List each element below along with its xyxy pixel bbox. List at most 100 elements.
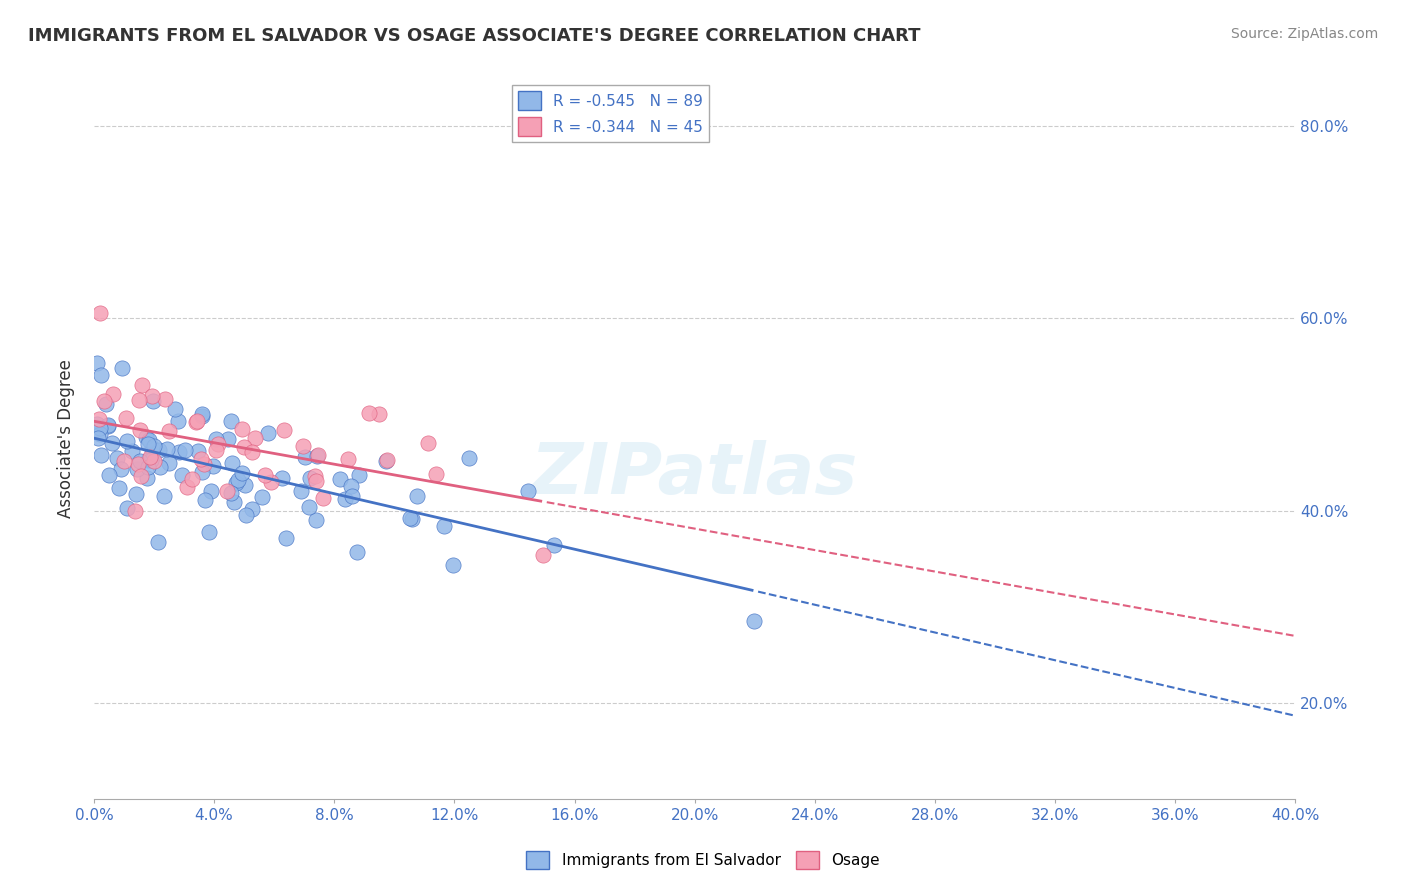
Point xyxy=(141,441,163,455)
Point xyxy=(516,484,538,499)
Point xyxy=(90,368,112,382)
Point xyxy=(139,450,162,464)
Point xyxy=(156,442,179,457)
Point xyxy=(191,465,214,479)
Legend: R = -0.545   N = 89, R = -0.344   N = 45: R = -0.545 N = 89, R = -0.344 N = 45 xyxy=(512,85,709,142)
Text: ZIPatlas: ZIPatlas xyxy=(531,440,859,509)
Point xyxy=(299,471,322,485)
Point xyxy=(273,423,295,437)
Point xyxy=(240,445,263,459)
Point xyxy=(304,513,326,527)
Point xyxy=(138,433,160,447)
Point xyxy=(101,387,124,401)
Point xyxy=(290,484,312,499)
Point xyxy=(191,407,214,421)
Point xyxy=(89,421,111,435)
Point xyxy=(329,472,352,486)
Point xyxy=(181,472,204,486)
Point xyxy=(425,467,447,481)
Point xyxy=(136,437,159,451)
Point xyxy=(193,457,215,471)
Point xyxy=(231,467,253,481)
Point xyxy=(187,444,209,458)
Point xyxy=(205,432,228,446)
Point xyxy=(115,500,138,515)
Point xyxy=(186,414,208,428)
Point xyxy=(458,451,481,466)
Point xyxy=(97,417,120,432)
Point xyxy=(219,486,242,500)
Point xyxy=(129,468,152,483)
Point xyxy=(101,436,124,450)
Point xyxy=(217,432,239,446)
Point xyxy=(374,453,396,467)
Point xyxy=(416,436,439,450)
Point xyxy=(207,437,229,451)
Point xyxy=(307,450,329,464)
Point xyxy=(135,471,157,485)
Legend: Immigrants from El Salvador, Osage: Immigrants from El Salvador, Osage xyxy=(520,845,886,875)
Point xyxy=(97,418,120,433)
Point xyxy=(136,459,159,474)
Y-axis label: Associate's Degree: Associate's Degree xyxy=(58,359,75,518)
Point xyxy=(433,519,456,533)
Point xyxy=(297,500,319,514)
Point xyxy=(312,491,335,505)
Text: IMMIGRANTS FROM EL SALVADOR VS OSAGE ASSOCIATE'S DEGREE CORRELATION CHART: IMMIGRANTS FROM EL SALVADOR VS OSAGE ASS… xyxy=(28,27,921,45)
Point xyxy=(142,394,165,409)
Point xyxy=(256,426,278,441)
Point xyxy=(232,440,254,454)
Point xyxy=(357,406,380,420)
Point xyxy=(260,475,283,489)
Point xyxy=(368,407,391,421)
Point xyxy=(531,549,554,563)
Point xyxy=(89,412,111,426)
Point xyxy=(121,444,143,458)
Point xyxy=(346,545,368,559)
Point xyxy=(87,431,110,445)
Point xyxy=(304,474,326,488)
Point xyxy=(441,558,464,572)
Point xyxy=(127,457,149,471)
Point xyxy=(231,422,253,436)
Point xyxy=(165,402,187,417)
Point xyxy=(243,431,266,445)
Point xyxy=(219,414,242,428)
Point xyxy=(240,502,263,516)
Point xyxy=(252,490,274,504)
Point xyxy=(375,453,398,467)
Point xyxy=(347,467,370,482)
Point xyxy=(89,305,111,319)
Point xyxy=(170,468,193,483)
Point xyxy=(131,378,153,392)
Point xyxy=(146,534,169,549)
Point xyxy=(157,424,180,438)
Point xyxy=(225,475,247,490)
Point xyxy=(112,453,135,467)
Point xyxy=(176,480,198,494)
Point xyxy=(128,393,150,408)
Point xyxy=(135,430,157,444)
Point xyxy=(128,454,150,468)
Point xyxy=(169,445,191,459)
Point xyxy=(205,443,228,458)
Point xyxy=(155,392,177,406)
Point xyxy=(401,512,423,526)
Point xyxy=(157,456,180,470)
Point xyxy=(142,454,165,468)
Point xyxy=(222,495,245,509)
Point xyxy=(148,442,170,457)
Point xyxy=(149,460,172,475)
Point xyxy=(89,427,111,442)
Point xyxy=(221,456,243,470)
Point xyxy=(742,614,765,628)
Point xyxy=(228,473,250,487)
Point xyxy=(167,413,190,427)
Point xyxy=(93,393,115,408)
Point xyxy=(202,459,225,474)
Point xyxy=(198,524,221,539)
Point xyxy=(143,439,166,453)
Point xyxy=(335,491,357,506)
Point xyxy=(97,468,120,483)
Point xyxy=(136,453,159,467)
